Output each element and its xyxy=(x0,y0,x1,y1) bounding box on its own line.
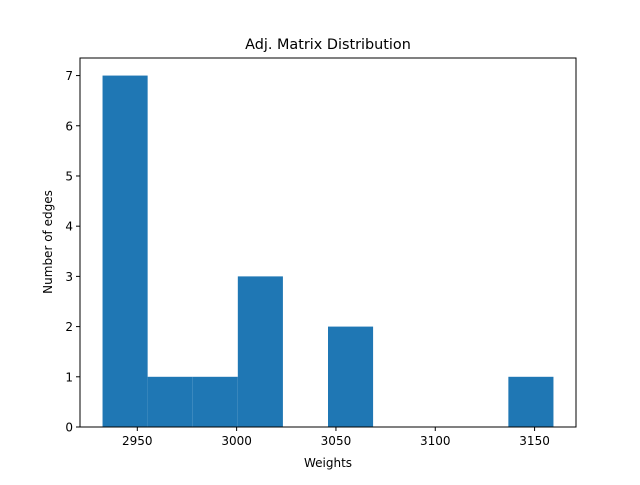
histogram-bar xyxy=(237,276,283,427)
x-tick-label: 3000 xyxy=(221,434,252,448)
y-tick-label: 3 xyxy=(65,270,73,284)
y-tick-label: 7 xyxy=(65,69,73,83)
x-tick-label: 3150 xyxy=(519,434,550,448)
y-tick-label: 4 xyxy=(65,220,73,234)
histogram-bar xyxy=(147,376,193,427)
y-tick-label: 0 xyxy=(65,421,73,435)
y-axis-label: Number of edges xyxy=(41,190,55,294)
histogram-bar xyxy=(192,376,238,427)
bars-layer xyxy=(102,75,554,428)
histogram-bar xyxy=(508,376,554,427)
chart-title: Adj. Matrix Distribution xyxy=(245,37,411,53)
y-axis-ticks: 0 1 2 3 4 5 6 7 xyxy=(65,69,80,435)
x-tick-label: 2950 xyxy=(122,434,153,448)
x-axis-label: Weights xyxy=(304,456,352,470)
y-tick-label: 1 xyxy=(65,370,73,384)
y-tick-label: 5 xyxy=(65,169,73,183)
y-tick-label: 6 xyxy=(65,119,73,133)
x-axis-ticks: 2950 3000 3050 3100 3150 xyxy=(122,427,550,448)
plot-frame xyxy=(79,57,577,428)
y-tick-label: 2 xyxy=(65,320,73,334)
histogram-bar xyxy=(328,326,374,427)
x-tick-label: 3050 xyxy=(321,434,352,448)
x-tick-label: 3100 xyxy=(420,434,451,448)
histogram-bar xyxy=(102,75,148,428)
